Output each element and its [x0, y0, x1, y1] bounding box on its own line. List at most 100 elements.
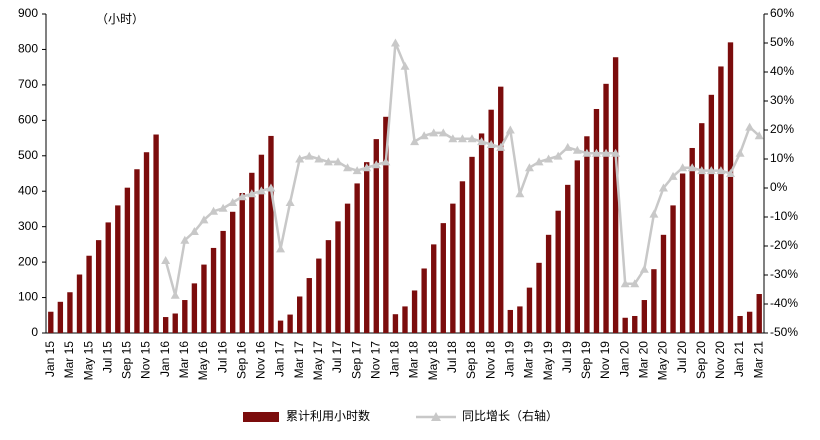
line-marker: [199, 215, 209, 224]
y-tick-label: 200: [18, 254, 38, 268]
bar: [536, 262, 542, 333]
line-marker: [496, 142, 506, 151]
x-tick-label: Jul 18: [445, 341, 459, 373]
line-marker: [209, 206, 219, 215]
bar: [115, 205, 121, 333]
line-marker: [505, 125, 515, 134]
bar: [124, 187, 131, 333]
line-marker: [448, 134, 458, 143]
y2-tick-label: -50%: [770, 325, 798, 339]
x-tick-label: Jul 19: [560, 341, 574, 373]
bar: [220, 230, 226, 333]
y-tick-label: 800: [18, 42, 38, 56]
legend-label: 累计利用小时数: [286, 408, 370, 423]
x-tick-label: Nov 15: [139, 341, 153, 379]
bar: [134, 169, 140, 333]
x-tick-label: Mar 15: [62, 341, 76, 379]
line-marker: [390, 38, 400, 47]
x-tick-label: Jan 15: [43, 341, 57, 377]
bar: [670, 205, 676, 333]
line-marker: [180, 235, 190, 244]
bar: [239, 192, 245, 333]
line-marker: [477, 137, 487, 146]
bar: [249, 172, 255, 333]
bar: [622, 317, 628, 333]
x-tick-label: May 15: [81, 341, 95, 381]
line-marker: [572, 145, 582, 154]
x-tick-label: Nov 16: [254, 341, 268, 379]
x-tick-label: Jan 21: [732, 341, 746, 377]
line-marker: [218, 203, 228, 212]
bar: [450, 203, 456, 333]
line-marker: [161, 256, 171, 264]
line-marker: [697, 166, 707, 175]
x-tick-label: Mar 21: [751, 341, 765, 379]
bar: [584, 136, 590, 333]
bar: [182, 300, 188, 333]
bar: [316, 258, 322, 333]
legend-label: 同比增长（右轴）: [462, 408, 558, 423]
bar: [67, 292, 73, 333]
line-marker: [515, 189, 525, 198]
line-marker: [553, 151, 563, 160]
bar: [229, 211, 236, 333]
line-marker: [611, 148, 621, 157]
bar: [86, 255, 92, 333]
line-marker: [639, 264, 649, 273]
bar: [593, 108, 600, 333]
y-tick-label: 900: [18, 6, 38, 20]
line-marker: [429, 128, 439, 137]
x-tick-label: Sep 17: [349, 341, 363, 379]
line-marker: [333, 157, 343, 166]
line-marker: [534, 157, 544, 166]
x-tick-label: Mar 17: [292, 341, 306, 379]
line-marker: [467, 134, 477, 143]
x-tick-label: May 20: [656, 341, 670, 381]
bar: [756, 294, 762, 333]
line-marker: [371, 160, 381, 169]
bar: [488, 109, 494, 333]
line-marker: [524, 163, 534, 172]
bar: [421, 268, 427, 333]
y2-tick-label: 30%: [770, 93, 794, 107]
bar: [172, 313, 178, 333]
line-marker: [754, 131, 764, 140]
line-marker: [591, 148, 601, 157]
bar: [153, 134, 159, 333]
x-tick-label: May 16: [196, 341, 210, 381]
bar: [373, 139, 379, 333]
bar: [526, 287, 533, 333]
bar: [354, 183, 360, 333]
y-tick-label: 0: [31, 325, 38, 339]
bar: [210, 247, 217, 333]
y2-tick-label: 10%: [770, 151, 794, 165]
bar: [411, 290, 418, 333]
x-tick-label: Mar 16: [177, 341, 191, 379]
bar: [277, 320, 284, 333]
x-tick-label: Jan 18: [388, 341, 402, 377]
bar: [689, 147, 695, 333]
bar: [201, 264, 207, 333]
bar: [191, 283, 198, 333]
x-tick-label: Nov 18: [483, 341, 497, 379]
line-marker: [457, 134, 467, 143]
bar: [708, 94, 715, 334]
bar: [498, 86, 504, 334]
y-tick-label: 600: [18, 113, 38, 127]
y-tick-label: 400: [18, 183, 38, 197]
bar: [57, 301, 64, 333]
line-marker: [486, 140, 496, 148]
bar: [555, 210, 561, 333]
bar: [76, 274, 83, 333]
bar: [478, 133, 485, 333]
bar: [143, 152, 150, 333]
line-marker: [381, 157, 391, 166]
line-marker: [228, 198, 238, 206]
x-tick-label: Mar 19: [522, 341, 536, 379]
x-tick-label: Sep 19: [579, 341, 593, 379]
bar: [641, 300, 648, 333]
x-tick-label: Nov 17: [368, 341, 382, 379]
line-marker: [189, 227, 199, 235]
x-tick-label: Sep 20: [694, 341, 708, 379]
